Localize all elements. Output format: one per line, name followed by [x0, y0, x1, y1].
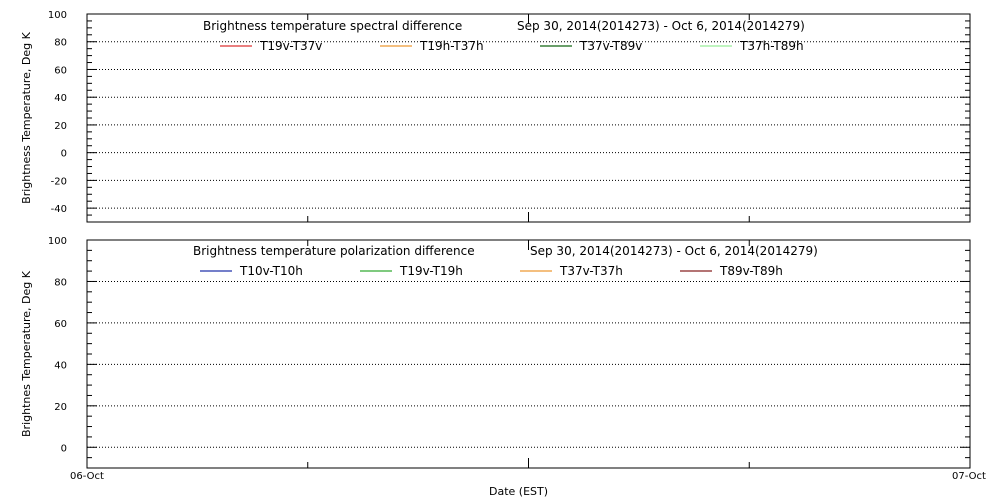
y-tick-label-2-2: 60	[54, 319, 67, 330]
legend-label-1-2: T37v-T89v	[579, 39, 642, 53]
y-tick-label-1-7: -40	[51, 204, 67, 215]
y-tick-label-1-4: 20	[54, 121, 67, 132]
x-axis-label: Date (EST)	[489, 485, 548, 498]
y-axis-label-2: Brightnes Temperature, Deg K	[20, 270, 33, 437]
y-tick-label-1-3: 40	[54, 93, 67, 104]
chart-title-1: Brightness temperature spectral differen…	[203, 19, 462, 33]
chart-date-range-2: Sep 30, 2014(2014273) - Oct 6, 2014(2014…	[530, 244, 818, 258]
x-tick-label-end: 07-Oct	[952, 471, 986, 482]
y-tick-label-2-0: 100	[48, 236, 67, 247]
y-axis-label-1: Brightness Temperature, Deg K	[20, 31, 33, 203]
plot-frame-2	[86, 239, 971, 469]
y-tick-label-2-4: 20	[54, 402, 67, 413]
y-tick-label-1-1: 80	[54, 38, 67, 49]
legend-label-2-1: T19v-T19h	[399, 264, 463, 278]
y-tick-label-1-0: 100	[48, 10, 67, 21]
y-tick-label-1-5: 0	[61, 149, 67, 160]
y-tick-label-1-2: 60	[54, 65, 67, 76]
y-tick-label-2-3: 40	[54, 360, 67, 371]
legend-label-2-3: T89v-T89h	[719, 264, 783, 278]
y-tick-label-2-5: 0	[61, 443, 67, 454]
x-tick-label-start: 06-Oct	[70, 471, 104, 482]
chart-date-range-1: Sep 30, 2014(2014273) - Oct 6, 2014(2014…	[517, 19, 805, 33]
legend-label-2-0: T10v-T10h	[239, 264, 303, 278]
legend-label-1-3: T37h-T89h	[739, 39, 804, 53]
y-tick-label-2-1: 80	[54, 277, 67, 288]
legend-label-1-1: T19h-T37h	[419, 39, 484, 53]
y-tick-label-1-6: -20	[51, 176, 67, 187]
chart-panel-1: 100 80 60 40 20 0 -20 -40 Brightness temperature…	[20, 10, 971, 223]
chart-panel-2: 100 80 60 40 20 0 Brightness temperature polar…	[20, 236, 986, 498]
legend-label-2-2: T37v-T37h	[559, 264, 623, 278]
plot-frame-1	[86, 13, 971, 223]
chart-title-2: Brightness temperature polarization diff…	[193, 244, 475, 258]
legend-label-1-0: T19v-T37v	[259, 39, 322, 53]
